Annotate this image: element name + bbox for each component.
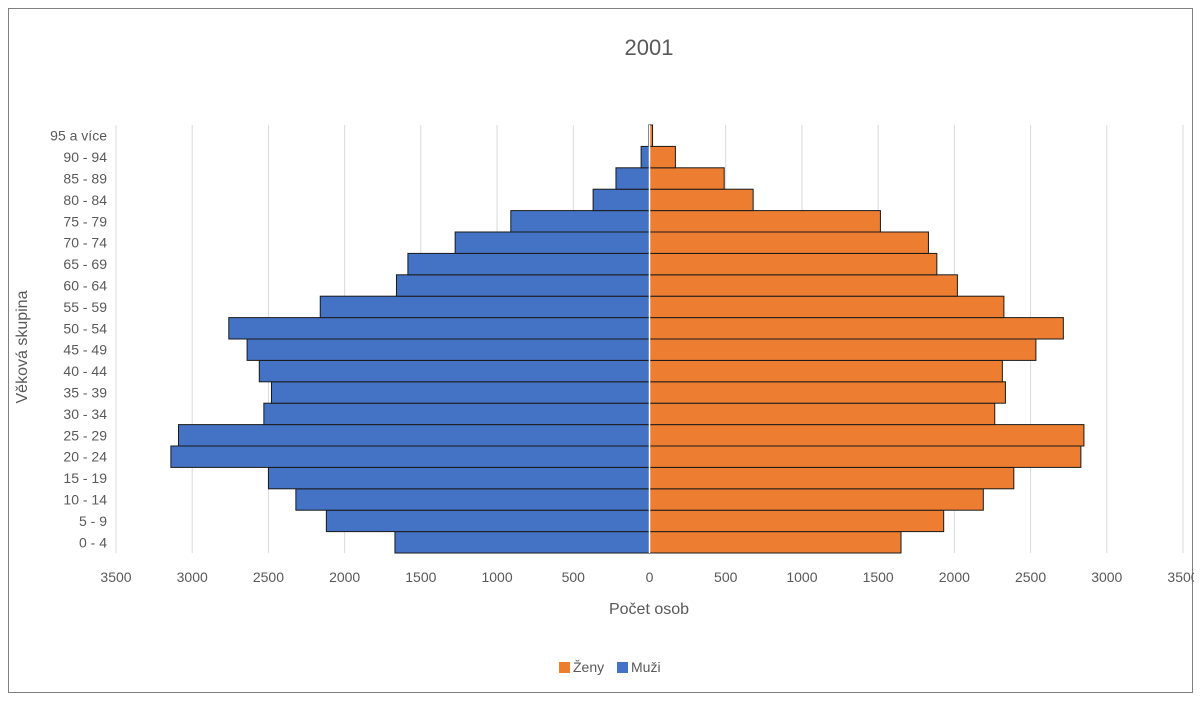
x-tick-label: 1500 [863,569,894,585]
bar-zeny-12 [650,275,958,296]
bar-zeny-15 [650,211,881,232]
bar-zeny-13 [650,253,937,274]
bar-zeny-4 [650,446,1081,467]
bar-muzi-12 [396,275,649,296]
legend-label: Muži [631,659,661,675]
legend-label: Ženy [573,659,604,675]
bar-muzi-1 [326,510,649,531]
bar-muzi-8 [259,360,649,381]
x-tick-label: 1000 [786,569,817,585]
y-tick-label: 60 - 64 [63,278,107,294]
bar-zeny-6 [650,403,995,424]
y-tick-label: 85 - 89 [63,171,107,187]
x-tick-label: 3000 [177,569,208,585]
bar-zeny-18 [650,146,676,167]
bar-zeny-14 [650,232,929,253]
bar-zeny-16 [650,189,754,210]
y-tick-label: 40 - 44 [63,363,107,379]
y-axis-label: Věková skupina [14,290,31,403]
x-tick-label: 2500 [253,569,284,585]
bar-zeny-11 [650,296,1004,317]
bar-muzi-6 [264,403,650,424]
bars [171,125,1084,553]
legend: Ženy Muži [559,659,661,675]
y-tick-labels: 0 - 4 5 - 9 10 - 14 15 - 19 20 - 24 25 - 29 30… [50,128,107,551]
bar-muzi-5 [178,425,649,446]
bar-muzi-10 [229,318,650,339]
legend-swatch [617,662,628,673]
y-tick-label: 15 - 19 [63,470,107,486]
bar-muzi-11 [320,296,649,317]
bar-muzi-18 [641,146,649,167]
bar-muzi-13 [408,253,650,274]
x-tick-label: 1500 [405,569,436,585]
chart-title: 2001 [625,35,674,60]
y-tick-label: 5 - 9 [79,513,107,529]
y-tick-label: 70 - 74 [63,235,107,251]
x-tick-label: 2000 [329,569,360,585]
y-tick-label: 10 - 14 [63,492,107,508]
bar-zeny-2 [650,489,984,510]
bar-muzi-16 [593,189,649,210]
bar-zeny-9 [650,339,1036,360]
x-tick-label: 0 [646,569,654,585]
bar-zeny-8 [650,360,1003,381]
y-tick-label: 90 - 94 [63,149,107,165]
x-tick-label: 2500 [1015,569,1046,585]
chart-frame: 2001 0 - 4 5 - 9 10 - 14 15 - 19 20 - 24 25 -… [8,8,1193,693]
x-tick-label: 2000 [939,569,970,585]
x-tick-labels: 3500 3000 2500 2000 1500 1000 500 0 500 1000 1500 2… [100,569,1194,585]
y-tick-label: 20 - 24 [63,449,107,465]
population-pyramid-chart: 2001 0 - 4 5 - 9 10 - 14 15 - 19 20 - 24 25 -… [9,9,1194,694]
bar-muzi-9 [247,339,649,360]
bar-zeny-10 [650,318,1064,339]
y-tick-label: 55 - 59 [63,299,107,315]
y-tick-label: 50 - 54 [63,320,107,336]
bar-zeny-5 [650,425,1084,446]
x-tick-label: 1000 [481,569,512,585]
bar-zeny-3 [650,467,1014,488]
bar-zeny-0 [650,532,902,553]
y-tick-label: 35 - 39 [63,385,107,401]
bar-muzi-4 [171,446,650,467]
bar-muzi-2 [296,489,650,510]
bar-muzi-17 [616,168,650,189]
y-tick-label: 30 - 34 [63,406,107,422]
bar-muzi-14 [455,232,649,253]
y-tick-label: 65 - 69 [63,256,107,272]
bar-zeny-17 [650,168,725,189]
y-tick-label: 75 - 79 [63,213,107,229]
bar-muzi-0 [395,532,650,553]
x-tick-label: 500 [562,569,586,585]
x-tick-label: 3500 [1167,569,1194,585]
y-tick-label: 80 - 84 [63,192,107,208]
bar-muzi-3 [268,467,649,488]
legend-swatch [559,662,570,673]
bar-zeny-1 [650,510,944,531]
x-tick-label: 3500 [100,569,131,585]
bar-muzi-7 [271,382,649,403]
x-axis-label: Počet osob [609,601,689,618]
y-tick-label: 25 - 29 [63,427,107,443]
x-tick-label: 500 [714,569,738,585]
x-tick-label: 3000 [1091,569,1122,585]
y-tick-label: 95 a více [50,128,107,144]
y-tick-label: 0 - 4 [79,534,107,550]
y-tick-label: 45 - 49 [63,342,107,358]
bar-muzi-15 [511,211,650,232]
bar-zeny-7 [650,382,1006,403]
